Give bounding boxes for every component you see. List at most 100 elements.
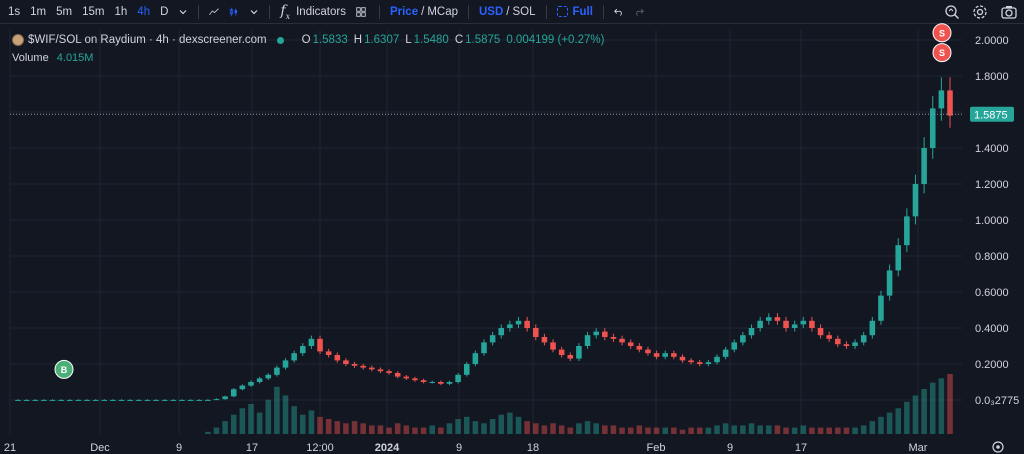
candle-body <box>187 399 194 401</box>
volume-bar <box>386 427 392 434</box>
volume-bar <box>438 427 444 434</box>
y-tick-label: 1.8000 <box>975 71 1009 83</box>
interval-15m[interactable]: 15m <box>82 5 105 18</box>
sell-marker[interactable] <box>932 43 952 63</box>
mcap-option[interactable]: MCap <box>427 5 458 18</box>
volume-bar <box>731 425 738 434</box>
volume-bar <box>895 408 902 434</box>
x-tick-label: 2024 <box>375 442 400 454</box>
candle-body <box>610 337 617 339</box>
svg-text:1.5875: 1.5875 <box>974 109 1008 121</box>
candle-body <box>835 338 841 345</box>
candle-body <box>800 320 807 325</box>
price-change: 0.004199 (+0.27%) <box>506 34 605 46</box>
chart-type-chevron-icon[interactable] <box>244 0 264 24</box>
usd-option[interactable]: USD <box>479 5 504 18</box>
candle-body <box>852 342 858 346</box>
candle-body <box>230 389 237 397</box>
candle-body <box>49 399 56 401</box>
volume-legend: Volume 4.015M <box>12 52 93 64</box>
interval-1h[interactable]: 1h <box>114 5 128 18</box>
volume-bar <box>843 427 850 434</box>
candle-body <box>386 371 392 373</box>
high-label: H <box>353 34 363 46</box>
volume-bar <box>886 412 893 434</box>
open-label: O <box>301 34 311 46</box>
volume-bar <box>308 410 315 434</box>
candle-body <box>498 328 505 336</box>
candle-body <box>774 317 781 321</box>
candle-body <box>256 378 263 382</box>
undo-icon[interactable] <box>609 0 629 24</box>
volume-bar <box>282 395 289 434</box>
candle-body <box>524 320 530 328</box>
candle-body <box>239 385 246 390</box>
buy-marker[interactable] <box>54 359 74 379</box>
time-axis-settings-icon[interactable] <box>992 441 1004 453</box>
price-mcap-toggle[interactable]: Price / MCap <box>385 0 463 24</box>
y-tick-label: 1.0000 <box>975 215 1009 227</box>
candle-body <box>688 360 694 363</box>
interval-5m[interactable]: 5m <box>56 5 73 18</box>
candle-body <box>274 367 280 375</box>
volume-bar <box>489 419 496 434</box>
volume-bar <box>653 427 660 434</box>
volume-value: 4.015M <box>56 52 94 64</box>
volume-bar <box>507 412 513 434</box>
candle-body <box>299 346 306 354</box>
interval-dropdown-chevron-icon[interactable] <box>173 0 193 24</box>
camera-snapshot-icon[interactable] <box>994 0 1024 24</box>
candle-body <box>15 399 21 401</box>
candle-body <box>41 399 47 401</box>
candle-body <box>843 344 850 346</box>
candle-body <box>127 399 133 401</box>
candle-body <box>136 399 142 401</box>
sol-option[interactable]: SOL <box>512 5 536 18</box>
full-range-button[interactable]: Full <box>552 0 598 24</box>
volume-bar <box>671 427 677 434</box>
settings-gear-icon[interactable] <box>966 0 994 24</box>
indicators-button[interactable]: fx Indicators <box>275 0 351 24</box>
line-chart-type-icon[interactable] <box>204 0 224 24</box>
volume-bar <box>256 412 263 434</box>
candlestick-chart-type-icon[interactable] <box>224 0 244 24</box>
volume-bar <box>481 423 487 434</box>
toolbar-divider <box>269 4 271 19</box>
x-tick-label: 12:00 <box>306 442 334 454</box>
market-status-dot <box>276 36 284 44</box>
x-tick-label: 21 <box>4 442 16 454</box>
candle-body <box>576 346 582 359</box>
sell-marker[interactable] <box>932 23 952 43</box>
volume-bar <box>524 421 530 434</box>
interval-1m[interactable]: 1m <box>30 5 47 18</box>
volume-bar <box>377 425 384 434</box>
candle-body <box>714 356 720 363</box>
interval-4h[interactable]: 4h <box>137 5 151 18</box>
interval-1s[interactable]: 1s <box>8 5 21 18</box>
volume-bar <box>869 421 876 434</box>
function-icon: fx <box>280 2 291 21</box>
y-tick-label: 0.2000 <box>975 359 1009 371</box>
redo-icon[interactable] <box>629 0 649 24</box>
volume-bar <box>878 416 884 434</box>
interval-selector: 1s 1m 5m 15m 1h 4h D <box>0 0 173 24</box>
price-option[interactable]: Price <box>389 5 419 18</box>
candle-body <box>420 380 427 382</box>
candle-body <box>75 399 82 401</box>
volume-bar <box>455 419 461 434</box>
low-label: L <box>405 34 412 46</box>
candle-body <box>446 382 453 384</box>
candle-body <box>101 399 108 401</box>
candle-body <box>653 353 660 357</box>
candle-body <box>679 356 686 361</box>
currency-toggle[interactable]: USD / SOL <box>474 0 541 24</box>
interval-D[interactable]: D <box>160 5 169 18</box>
candle-body <box>144 399 151 401</box>
time-axis[interactable]: 21 Dec 9 17 12:00 2024 9 18 Feb 9 17 Mar <box>4 442 928 454</box>
y-tick-label: 1.2000 <box>975 179 1009 191</box>
volume-bar <box>541 425 548 434</box>
candle-body <box>282 360 289 368</box>
layout-grid-icon[interactable] <box>351 0 371 24</box>
magnify-zoom-icon[interactable] <box>938 0 966 24</box>
